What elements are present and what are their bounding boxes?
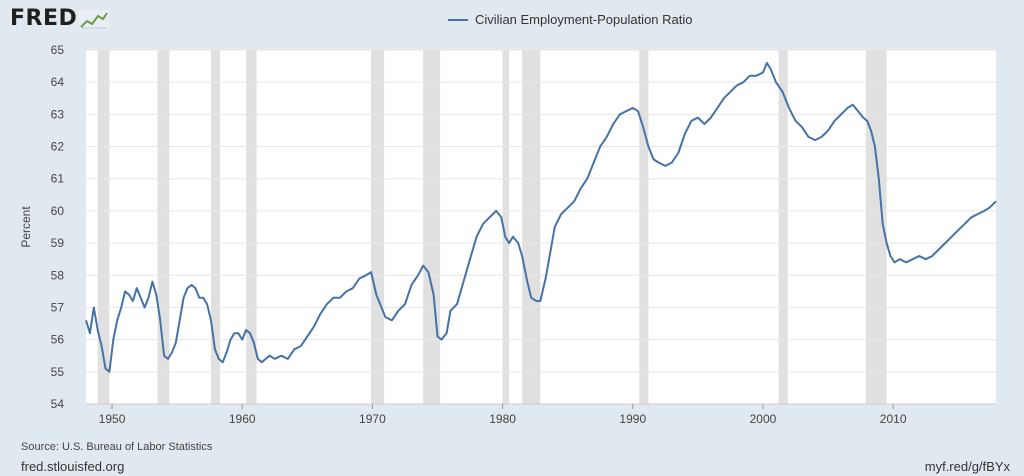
recession-band xyxy=(157,50,170,404)
recession-band xyxy=(97,50,110,404)
legend-label: Civilian Employment-Population Ratio xyxy=(475,12,693,27)
y-tick-label: 65 xyxy=(51,43,65,57)
source-note: Source: U.S. Bureau of Labor Statistics xyxy=(21,441,213,453)
x-tick-label: 1970 xyxy=(359,412,386,426)
recession-band xyxy=(371,50,385,404)
x-tick-label: 1990 xyxy=(619,412,646,426)
recession-band xyxy=(778,50,788,404)
y-tick-label: 54 xyxy=(51,397,65,411)
y-tick-label: 61 xyxy=(51,172,65,186)
plot-area xyxy=(86,50,996,404)
recession-band xyxy=(502,50,510,404)
x-tick-label: 2010 xyxy=(880,412,907,426)
y-tick-label: 60 xyxy=(51,204,65,218)
y-axis-label: Percent xyxy=(19,206,33,248)
recession-band xyxy=(639,50,649,404)
recession-band xyxy=(210,50,221,404)
y-tick-label: 58 xyxy=(51,268,65,282)
recession-band xyxy=(522,50,541,404)
y-tick-label: 56 xyxy=(51,333,65,347)
x-tick-label: 1950 xyxy=(99,412,126,426)
x-tick-label: 2000 xyxy=(750,412,777,426)
y-tick-label: 59 xyxy=(51,236,65,250)
trend-chart-icon xyxy=(79,10,110,30)
short-url-link[interactable]: myf.red/g/fBYx xyxy=(924,459,1010,474)
logo-text: FRED xyxy=(10,6,78,31)
recession-band xyxy=(423,50,441,404)
y-tick-label: 64 xyxy=(51,75,65,89)
chart-legend: Civilian Employment-Population Ratio xyxy=(448,12,693,27)
y-tick-label: 63 xyxy=(51,107,65,121)
y-tick-label: 62 xyxy=(51,140,65,154)
legend-swatch xyxy=(448,18,468,21)
y-tick-label: 55 xyxy=(51,365,65,379)
x-tick-label: 1980 xyxy=(489,412,516,426)
y-tick-label: 57 xyxy=(51,300,65,314)
site-link[interactable]: fred.stlouisfed.org xyxy=(21,459,125,474)
fred-logo: FRED xyxy=(10,6,110,31)
series-line xyxy=(85,61,997,373)
recession-band xyxy=(865,50,887,404)
recession-band xyxy=(246,50,257,404)
x-tick-label: 1960 xyxy=(229,412,256,426)
